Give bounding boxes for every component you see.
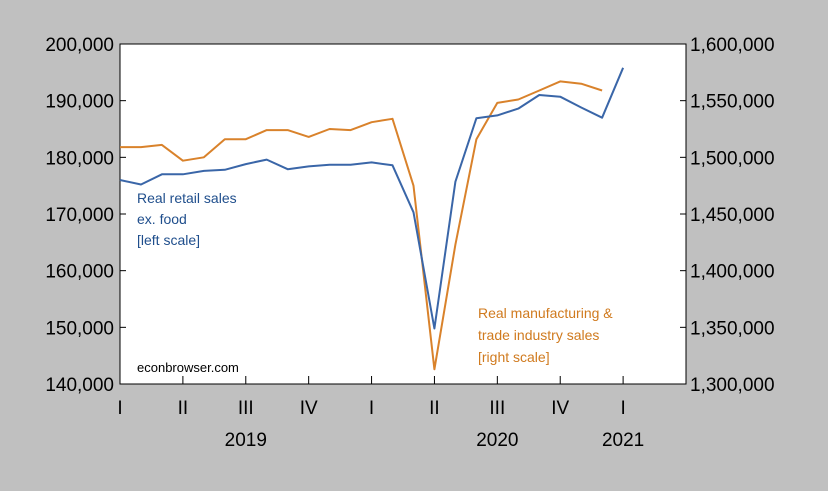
x-tick-label: III <box>489 398 505 419</box>
annotation-retail: Real retail sales ex. food [left scale] <box>137 190 237 248</box>
annotation-retail-line-2: ex. food <box>137 211 187 227</box>
x-tick-label: I <box>620 398 625 419</box>
right-axis: 1,300,000 1,350,000 1,400,000 1,450,000 1,50… <box>680 35 775 396</box>
annotation-mfg: Real manufacturing & trade industry sale… <box>478 305 613 365</box>
annotation-mfg-line-3: [right scale] <box>478 349 550 365</box>
annotation-retail-line-1: Real retail sales <box>137 190 237 206</box>
plot-area <box>119 43 687 385</box>
x-tick-label: I <box>369 398 374 419</box>
left-tick-label: 200,000 <box>45 35 114 56</box>
left-tick-label: 190,000 <box>45 92 114 113</box>
x-tick-label: IV <box>551 398 569 419</box>
annotation-retail-line-3: [left scale] <box>137 232 200 248</box>
x-year-label: 2019 <box>225 430 267 451</box>
left-tick-label: 160,000 <box>45 262 114 283</box>
series-line-retail <box>119 67 625 330</box>
right-tick-label: 1,400,000 <box>690 262 775 283</box>
right-tick-label: 1,300,000 <box>690 375 775 396</box>
x-tick-label: II <box>178 398 189 419</box>
x-year-label: 2021 <box>602 430 644 451</box>
annotation-mfg-line-2: trade industry sales <box>478 327 599 343</box>
x-tick-label: IV <box>300 398 318 419</box>
right-tick-label: 1,450,000 <box>690 205 775 226</box>
right-tick-label: 1,600,000 <box>690 35 775 56</box>
annotation-mfg-line-1: Real manufacturing & <box>478 305 613 321</box>
right-tick-label: 1,550,000 <box>690 92 775 113</box>
left-tick-label: 150,000 <box>45 318 114 339</box>
x-tick-label: II <box>429 398 440 419</box>
left-axis: 140,000 150,000 160,000 170,000 180,000 190,0… <box>45 35 126 396</box>
x-year-label: 2020 <box>476 430 518 451</box>
credit-text: econbrowser.com <box>137 360 239 375</box>
left-tick-label: 140,000 <box>45 375 114 396</box>
x-tick-label: III <box>238 398 254 419</box>
series-line-mfg <box>120 80 603 371</box>
right-tick-label: 1,500,000 <box>690 148 775 169</box>
left-tick-label: 180,000 <box>45 148 114 169</box>
left-tick-label: 170,000 <box>45 205 114 226</box>
x-tick-label: I <box>117 398 122 419</box>
right-tick-label: 1,350,000 <box>690 318 775 339</box>
